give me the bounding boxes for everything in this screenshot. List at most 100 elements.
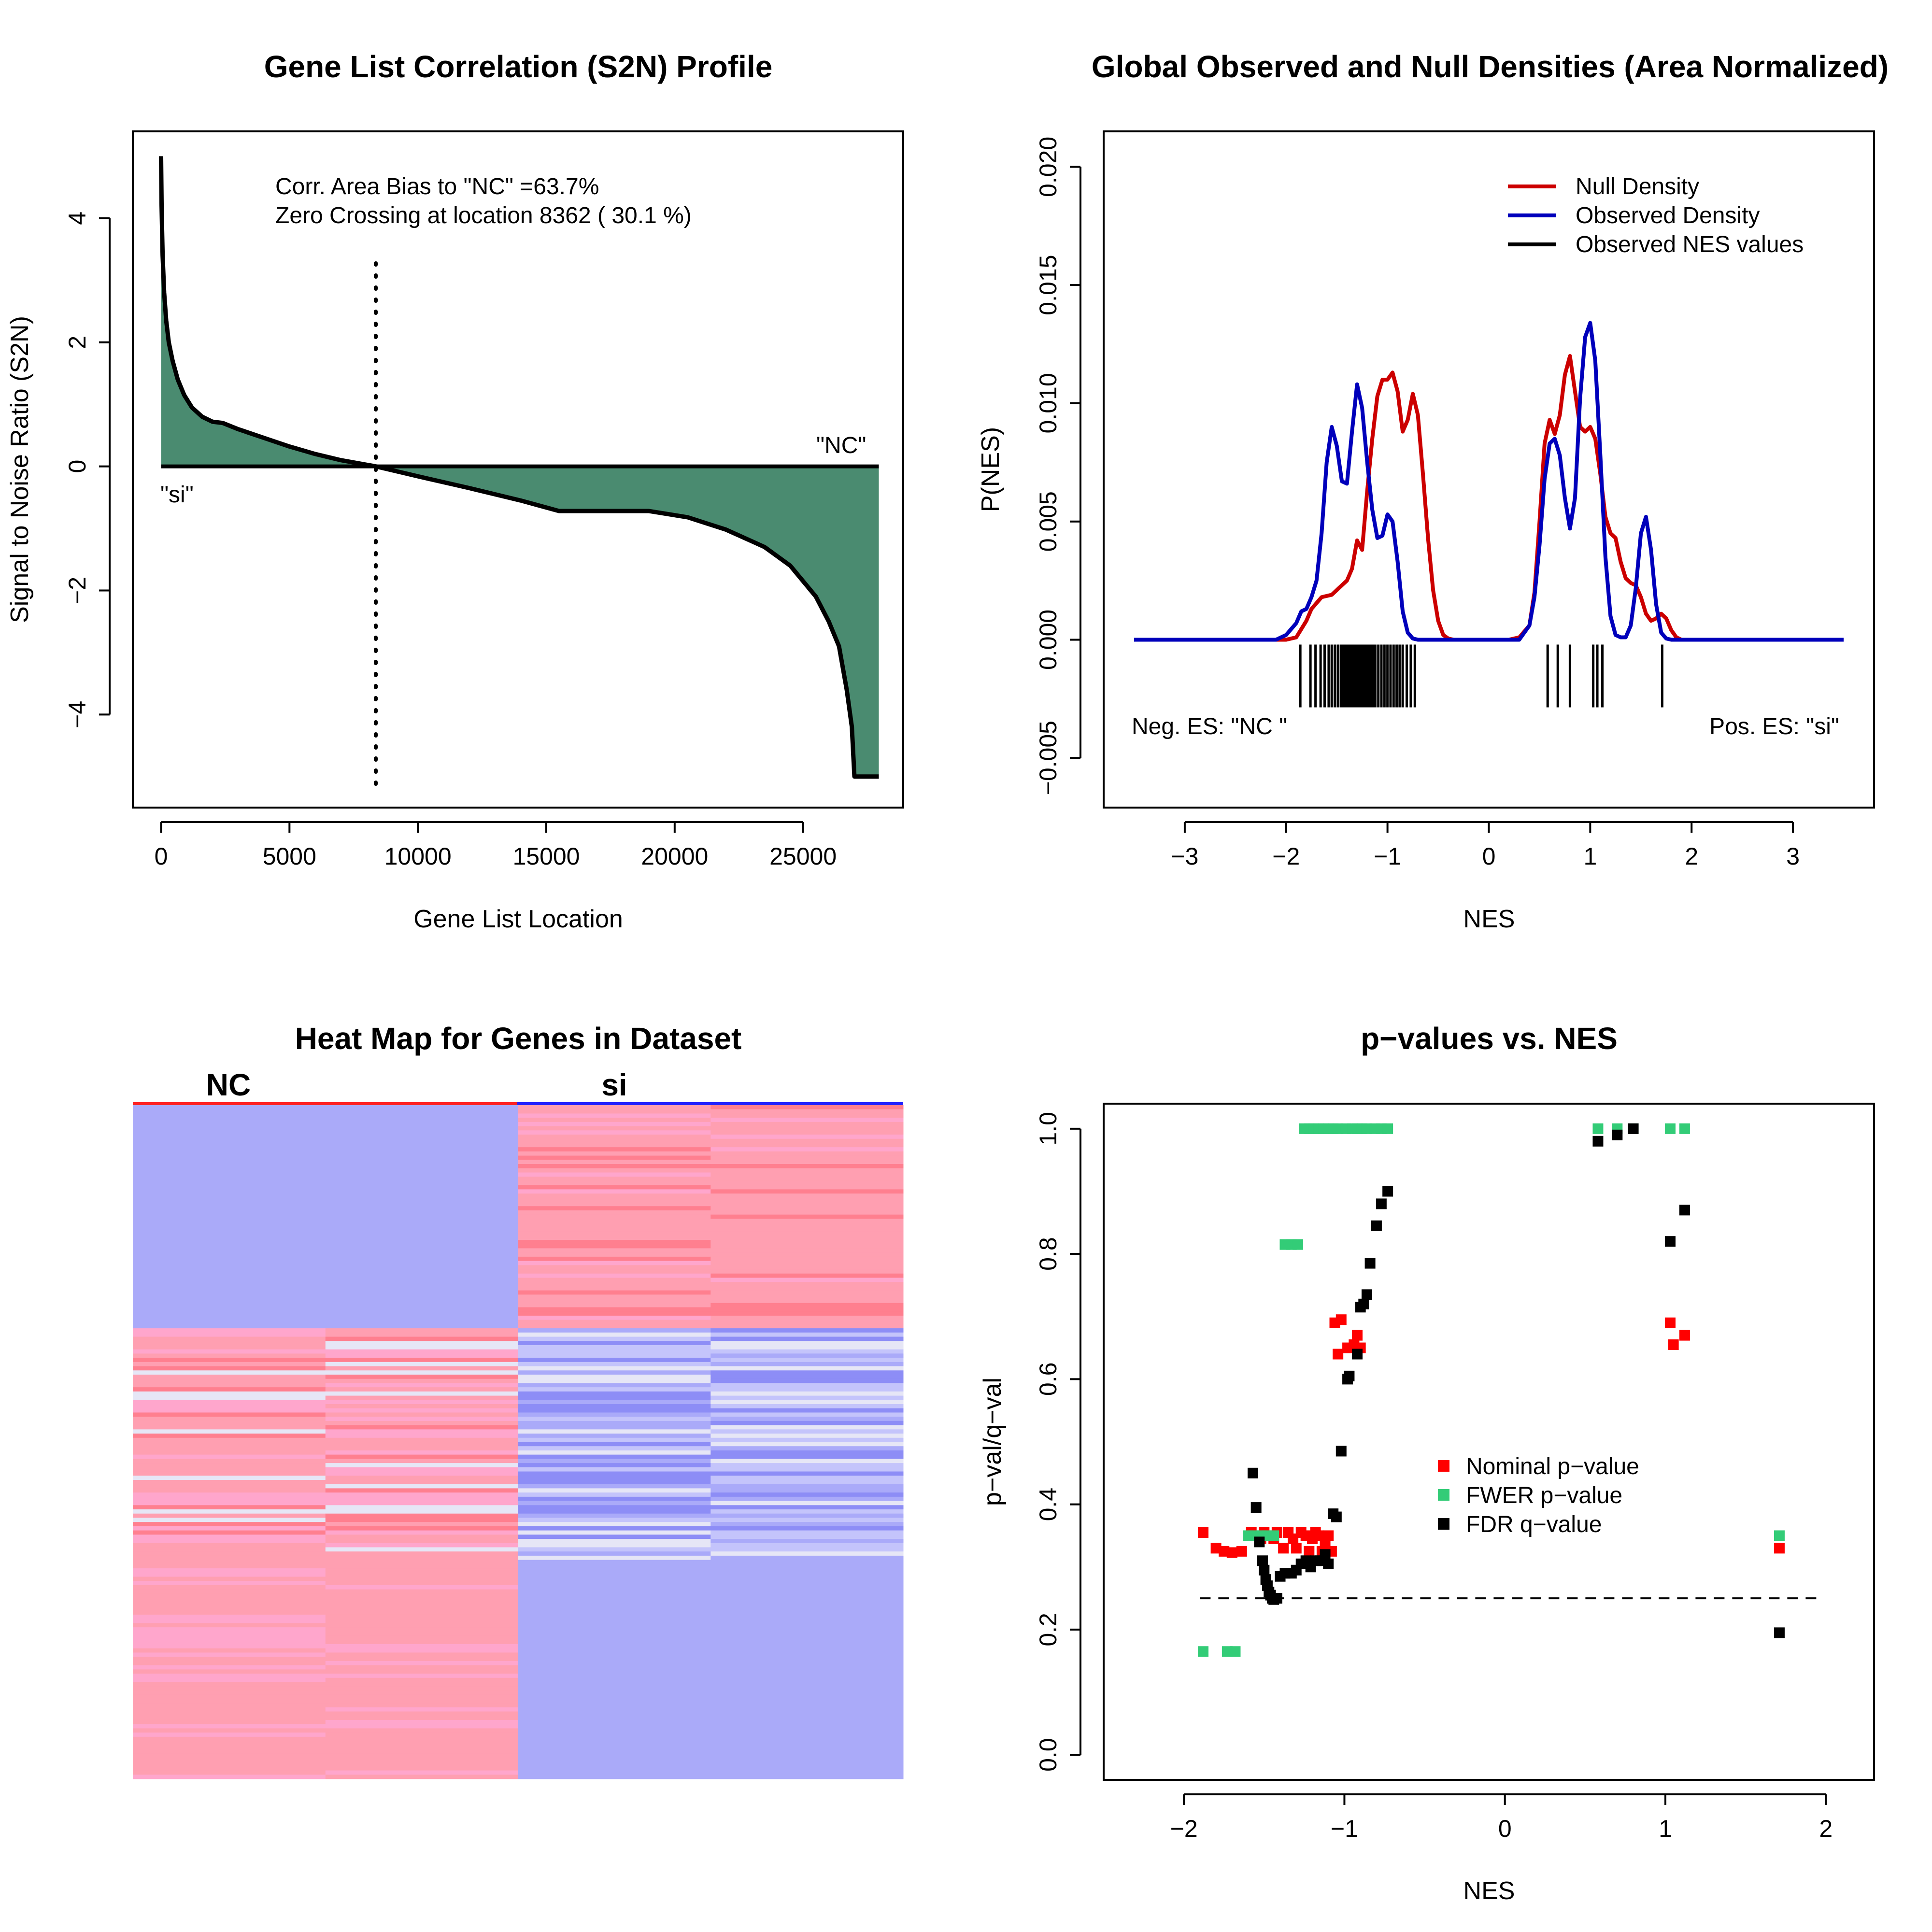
heatmap-cell xyxy=(518,1661,711,1666)
heatmap-cell xyxy=(710,1265,904,1270)
heatmap-cell xyxy=(325,1265,518,1270)
heatmap-cell xyxy=(710,1244,904,1249)
heatmap-cell xyxy=(133,1160,326,1165)
heatmap-cell xyxy=(710,1724,904,1729)
heatmap-cell xyxy=(710,1539,904,1544)
heatmap-cell xyxy=(133,1686,326,1691)
heatmap-cell xyxy=(710,1644,904,1649)
heatmap-cell xyxy=(710,1307,904,1312)
heatmap-cell xyxy=(710,1118,904,1122)
x-axis-label: Gene List Location xyxy=(413,905,623,933)
heatmap-cell xyxy=(710,1189,904,1194)
heatmap-cell xyxy=(133,1577,326,1581)
heatmap-cell xyxy=(325,1716,518,1720)
x-tick-label: 3 xyxy=(1786,843,1800,870)
heatmap-cell xyxy=(710,1471,904,1476)
heatmap-cell xyxy=(133,1522,326,1527)
heatmap-cell xyxy=(518,1219,711,1223)
heatmap-cell xyxy=(133,1716,326,1720)
heatmap-cell xyxy=(518,1593,711,1598)
heatmap-cell xyxy=(710,1775,904,1779)
heatmap-cell xyxy=(518,1677,711,1682)
heatmap-cell xyxy=(518,1534,711,1539)
heatmap-cell xyxy=(518,1395,711,1400)
heatmap-cell xyxy=(710,1138,904,1143)
heatmap-cell xyxy=(325,1362,518,1367)
heatmap-cell xyxy=(325,1635,518,1640)
heatmap-cell xyxy=(325,1151,518,1156)
heatmap-cell xyxy=(518,1172,711,1177)
heatmap-cell xyxy=(710,1197,904,1203)
heatmap-cell xyxy=(518,1560,711,1564)
heatmap-cell xyxy=(325,1707,518,1712)
heatmap-cell xyxy=(518,1758,711,1762)
heatmap-cell xyxy=(133,1202,326,1207)
heatmap-cell xyxy=(325,1551,518,1556)
heatmap-cell xyxy=(518,1193,711,1198)
heatmap-cell xyxy=(325,1332,518,1337)
heatmap-cell xyxy=(518,1492,711,1497)
heatmap-cell xyxy=(710,1383,904,1388)
heatmap-cell xyxy=(325,1138,518,1143)
heatmap-cell xyxy=(710,1623,904,1628)
heatmap-cell xyxy=(710,1463,904,1468)
heatmap-cell xyxy=(133,1766,326,1771)
fdr-q-point xyxy=(1271,1593,1282,1604)
heatmap-cell xyxy=(133,1130,326,1135)
heatmap-cell xyxy=(325,1147,518,1152)
heatmap-cell xyxy=(518,1109,711,1114)
heatmap-cell xyxy=(133,1484,326,1489)
heatmap-cell xyxy=(325,1425,518,1430)
heatmap-cell xyxy=(710,1733,904,1737)
y-tick-label: 0.000 xyxy=(1035,610,1062,670)
heatmap-cell xyxy=(710,1454,904,1459)
heatmap-cell xyxy=(710,1753,904,1758)
heatmap-cell xyxy=(710,1240,904,1245)
heatmap-cell xyxy=(133,1543,326,1548)
heatmap-cell xyxy=(710,1434,904,1438)
heatmap-cell xyxy=(133,1135,326,1139)
heatmap-cell xyxy=(518,1294,711,1299)
heatmap-cell xyxy=(133,1459,326,1463)
heatmap-cell xyxy=(710,1387,904,1392)
heatmap-cell xyxy=(133,1614,326,1619)
plot-area xyxy=(158,156,879,787)
heatmap-cell xyxy=(133,1619,326,1623)
heatmap-cell xyxy=(518,1577,711,1581)
heatmap-cell xyxy=(325,1534,518,1539)
heatmap-cell xyxy=(133,1370,326,1375)
heatmap-cell xyxy=(133,1635,326,1640)
heatmap-cell xyxy=(710,1581,904,1586)
heatmap-cell xyxy=(710,1627,904,1632)
heatmap-cell xyxy=(518,1122,711,1127)
y-axis-label: P(NES) xyxy=(977,427,1005,512)
heatmap-cell xyxy=(133,1585,326,1590)
fdr-q-point xyxy=(1612,1129,1623,1140)
heatmap-cell xyxy=(133,1488,326,1493)
heatmap-cell xyxy=(133,1513,326,1518)
heatmap-cell xyxy=(325,1463,518,1468)
heatmap-cell xyxy=(133,1623,326,1628)
heatmap-cell xyxy=(518,1353,711,1358)
heatmap-cell xyxy=(710,1479,904,1485)
heatmap-cell xyxy=(133,1214,326,1219)
heatmap-cell xyxy=(518,1299,711,1304)
heatmap-cell xyxy=(518,1336,711,1341)
heatmap-cell xyxy=(325,1509,518,1514)
y-tick-label: 0.6 xyxy=(1035,1363,1062,1396)
heatmap-cell xyxy=(133,1509,326,1514)
heatmap-cell xyxy=(710,1703,904,1708)
heatmap-cell xyxy=(710,1518,904,1522)
heatmap-cell xyxy=(325,1762,518,1767)
y-axis: 0.0 0.2 0.4 0.6 0.8 1.0 xyxy=(1035,1112,1081,1772)
heatmap-cell xyxy=(325,1324,518,1329)
heatmap-cell xyxy=(325,1434,518,1438)
heatmap-cell xyxy=(710,1551,904,1556)
heatmap-cell xyxy=(325,1320,518,1324)
heatmap-cell xyxy=(325,1256,518,1262)
heatmap-cell xyxy=(325,1543,518,1548)
heatmap-cell xyxy=(133,1138,326,1143)
heatmap-cell xyxy=(518,1248,711,1253)
fwer-p-point xyxy=(1198,1646,1209,1657)
heatmap-cell xyxy=(133,1219,326,1223)
